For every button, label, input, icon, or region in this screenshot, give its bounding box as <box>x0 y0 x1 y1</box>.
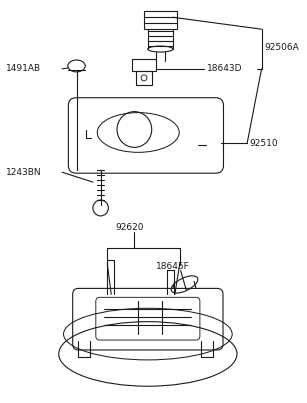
Text: 18643D: 18643D <box>207 64 242 73</box>
Text: 1491AB: 1491AB <box>6 64 41 73</box>
Text: 92510: 92510 <box>249 139 278 148</box>
Text: 92506A: 92506A <box>264 43 299 52</box>
Text: 92620: 92620 <box>115 223 144 232</box>
Text: 18645F: 18645F <box>156 262 189 271</box>
Text: 1243BN: 1243BN <box>6 168 42 177</box>
